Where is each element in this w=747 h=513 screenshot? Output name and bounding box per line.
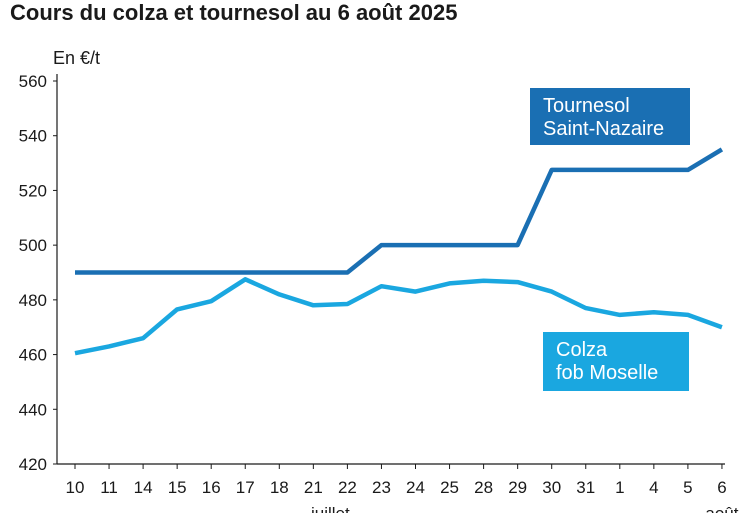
x-tick-label: 31 [576, 478, 595, 497]
series-lines [74, 147, 724, 356]
legend-label-line: Colza [556, 339, 608, 361]
x-month-label: juillet [310, 504, 350, 513]
x-tick-label: 23 [372, 478, 391, 497]
x-tick-label: 25 [440, 478, 459, 497]
y-tick-label: 560 [19, 72, 47, 91]
x-tick-label: 4 [649, 478, 658, 497]
legend-box [543, 332, 689, 391]
series-line-colza [74, 277, 723, 356]
x-tick-label: 22 [338, 478, 357, 497]
x-axis: 101114151617182122232425282930311456juil… [57, 463, 739, 513]
legend-label: Tournesol Saint-Nazaire [543, 95, 664, 140]
x-tick-label: 21 [304, 478, 323, 497]
x-tick-label: 16 [202, 478, 221, 497]
x-tick-label: 6 [717, 478, 726, 497]
x-tick-label: 17 [236, 478, 255, 497]
legend-label-line: fob Moselle [556, 362, 658, 384]
legend-box [530, 88, 690, 145]
y-axis-unit-label: En €/t [53, 48, 100, 68]
x-tick-label: 10 [66, 478, 85, 497]
x-tick-label: 18 [270, 478, 289, 497]
x-tick-label: 1 [615, 478, 624, 497]
x-tick-label: 30 [542, 478, 561, 497]
legend: Tournesol Saint-Nazaire Colza fob Moselle [530, 88, 690, 391]
x-tick-label: 29 [508, 478, 527, 497]
x-tick-label: 28 [474, 478, 493, 497]
y-tick-label: 440 [19, 400, 47, 419]
y-tick-label: 520 [19, 181, 47, 200]
x-tick-label: 14 [134, 478, 153, 497]
legend-label-line: Tournesol [543, 95, 630, 117]
y-tick-label: 420 [19, 455, 47, 474]
x-tick-label: 24 [406, 478, 425, 497]
legend-label: Colza fob Moselle [556, 339, 658, 384]
y-tick-label: 540 [19, 127, 47, 146]
y-axis: 420 440 460 480 500 520 540 560 [19, 72, 58, 474]
legend-item-colza: Colza fob Moselle [543, 332, 689, 391]
x-tick-label: 5 [683, 478, 692, 497]
chart-title: Cours du colza et tournesol au 6 août 20… [10, 0, 458, 25]
y-tick-label: 500 [19, 236, 47, 255]
series-line-tournesol [75, 147, 724, 275]
y-tick-label: 460 [19, 346, 47, 365]
x-month-label: août [705, 504, 738, 513]
x-tick-label: 11 [100, 478, 118, 497]
x-tick-label: 15 [168, 478, 187, 497]
y-tick-label: 480 [19, 291, 47, 310]
legend-label-line: Saint-Nazaire [543, 118, 664, 140]
legend-item-tournesol: Tournesol Saint-Nazaire [530, 88, 690, 145]
